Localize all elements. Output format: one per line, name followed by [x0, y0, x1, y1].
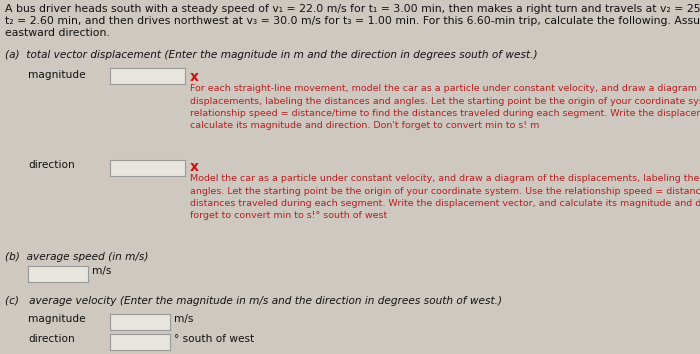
Text: direction: direction — [28, 334, 75, 344]
Text: magnitude: magnitude — [28, 314, 85, 324]
Text: t₂ = 2.60 min, and then drives northwest at v₃ = 30.0 m/s for t₃ = 1.00 min. For: t₂ = 2.60 min, and then drives northwest… — [5, 16, 700, 26]
Text: For each straight-line movement, model the car as a particle under constant velo: For each straight-line movement, model t… — [190, 84, 700, 131]
Text: eastward direction.: eastward direction. — [5, 28, 110, 38]
Text: (b)  average speed (in m/s): (b) average speed (in m/s) — [5, 252, 148, 262]
Text: Model the car as a particle under constant velocity, and draw a diagram of the d: Model the car as a particle under consta… — [190, 174, 700, 221]
Text: m/s: m/s — [174, 314, 193, 324]
Text: m/s: m/s — [92, 266, 111, 276]
Text: direction: direction — [28, 160, 75, 170]
Text: magnitude: magnitude — [28, 70, 85, 80]
Text: x: x — [190, 160, 199, 174]
Text: x: x — [190, 70, 199, 84]
Text: ° south of west: ° south of west — [174, 334, 254, 344]
Text: (c)   average velocity (Enter the magnitude in m/s and the direction in degrees : (c) average velocity (Enter the magnitud… — [5, 296, 502, 306]
Text: A bus driver heads south with a steady speed of v₁ = 22.0 m/s for t₁ = 3.00 min,: A bus driver heads south with a steady s… — [5, 4, 700, 14]
Text: (a)  total vector displacement (Enter the magnitude in m and the direction in de: (a) total vector displacement (Enter the… — [5, 50, 538, 60]
